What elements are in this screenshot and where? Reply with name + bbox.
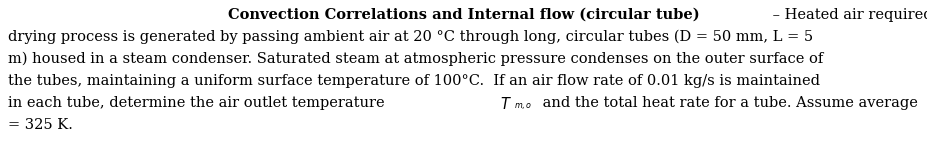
Text: – Heated air required for a food-: – Heated air required for a food-: [768, 8, 927, 22]
Text: the tubes, maintaining a uniform surface temperature of 100°C.  If an air flow r: the tubes, maintaining a uniform surface…: [8, 74, 819, 88]
Text: and the total heat rate for a tube. Assume average: and the total heat rate for a tube. Assu…: [538, 96, 921, 110]
Text: drying process is generated by passing ambient air at 20 °C through long, circul: drying process is generated by passing a…: [8, 30, 812, 44]
Text: = 325 K.: = 325 K.: [8, 118, 73, 132]
Text: $T$: $T$: [500, 96, 512, 112]
Text: $_{m,o}$: $_{m,o}$: [514, 101, 532, 113]
Text: in each tube, determine the air outlet temperature: in each tube, determine the air outlet t…: [8, 96, 388, 110]
Text: m) housed in a steam condenser. Saturated steam at atmospheric pressure condense: m) housed in a steam condenser. Saturate…: [8, 52, 822, 66]
Text: Convection Correlations and Internal flow (circular tube): Convection Correlations and Internal flo…: [228, 8, 699, 22]
